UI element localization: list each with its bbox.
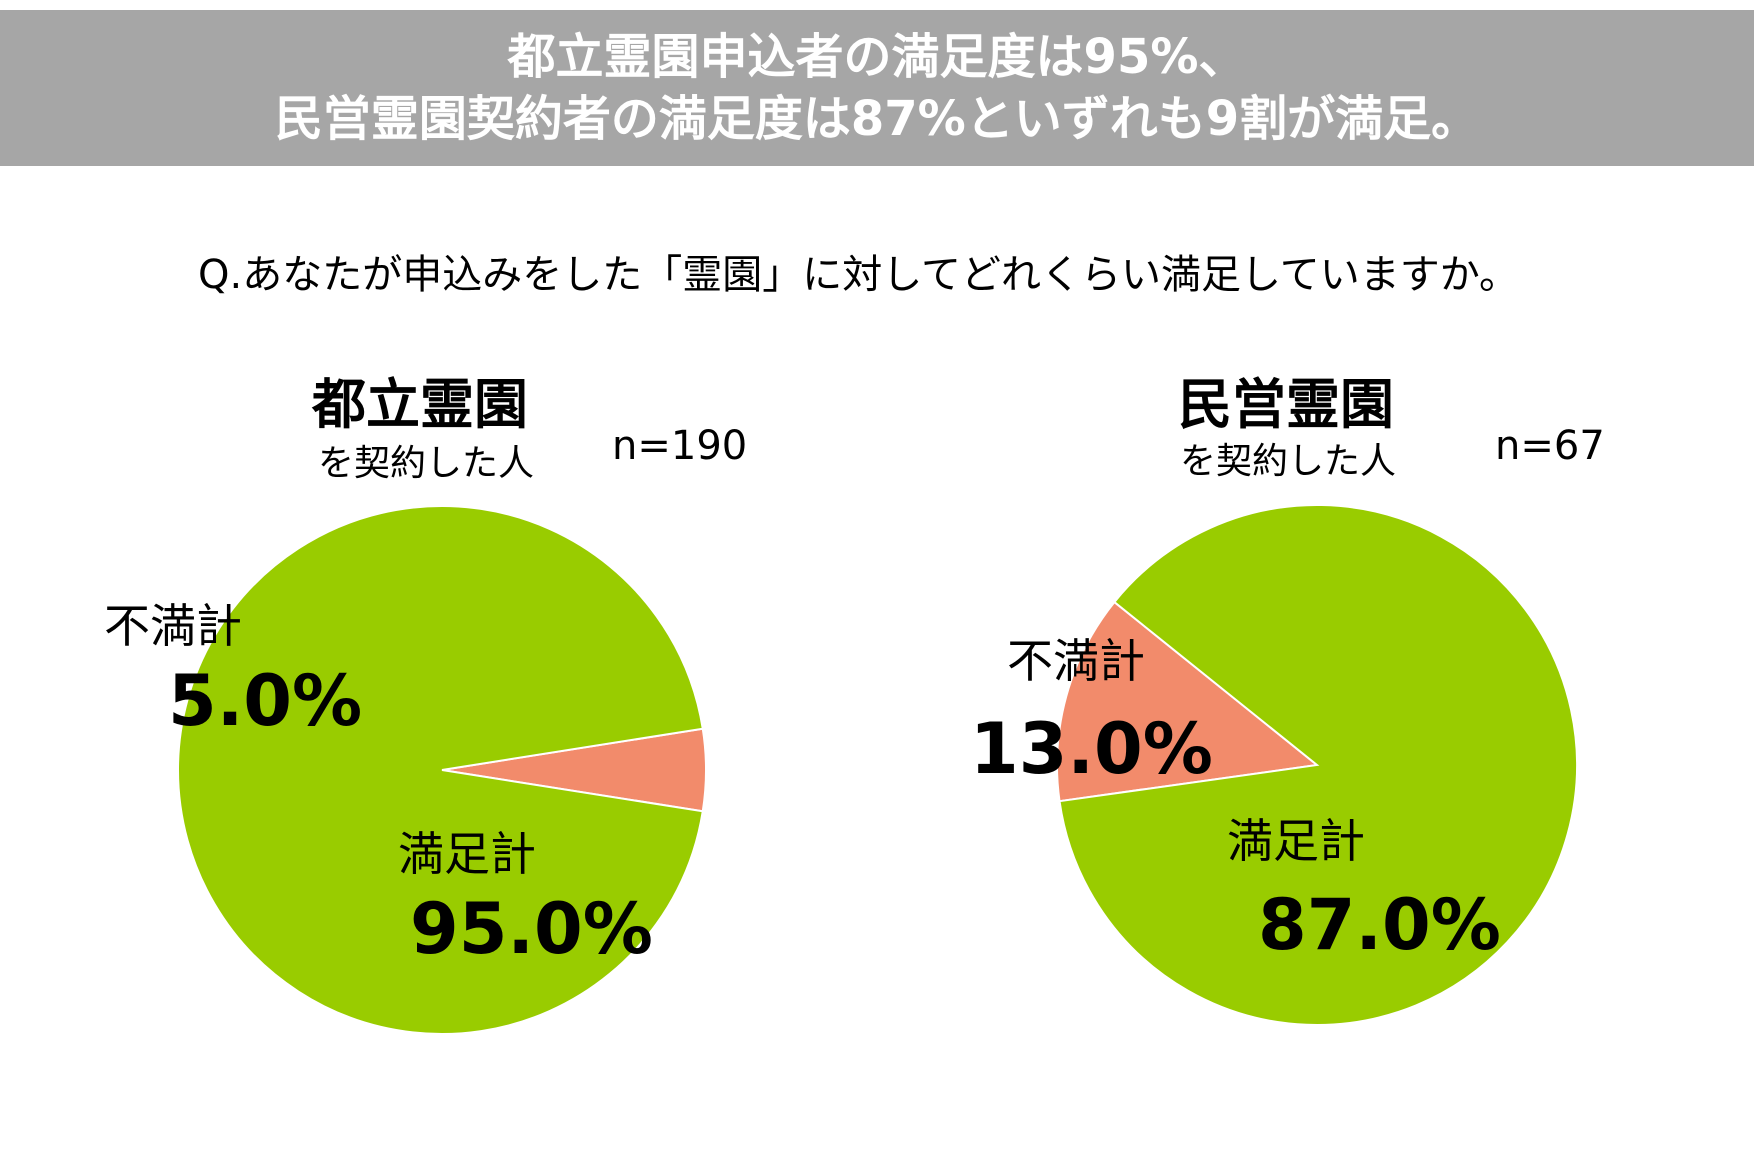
slice-label-dissatisfied: 不満計 [104,599,242,653]
pie-toritsu [177,505,707,1035]
sample-size: n=67 [1495,423,1605,469]
chart-subtitle: を契約した人 [1180,441,1397,482]
pie-slice-satisfied [177,505,704,1035]
slice-value-dissatisfied: 13.0% [970,708,1213,790]
slice-value-dissatisfied: 5.0% [168,660,363,742]
chart-title: 都立霊園 [312,373,528,436]
chart-minei: 民営霊園 を契約した人 n=67 不満計 13.0% 満足計 87.0% [877,0,1754,1174]
header-line-2: 民営霊園契約者の満足度は87%といずれも9割が満足。 [274,91,1480,147]
chart-toritsu: 都立霊園 を契約した人 n=190 不満計 5.0% 満足計 95.0% [104,373,748,1035]
sample-size: n=190 [612,423,748,469]
pie-slice-dissatisfied [1056,600,1320,803]
header-banner: 都立霊園申込者の満足度は95%、 民営霊園契約者の満足度は87%といずれも9割が… [0,10,1754,166]
slice-label-satisfied: 満足計 [1227,814,1365,868]
slice-value-satisfied: 87.0% [1258,884,1501,966]
chart-title: 民営霊園 [1178,373,1394,436]
pie-minei [1056,504,1578,1026]
header-line-1: 都立霊園申込者の満足度は95%、 [507,29,1247,85]
slice-label-dissatisfied: 不満計 [1007,634,1145,688]
pie-slice-satisfied [1058,504,1578,1026]
slice-label-satisfied: 満足計 [398,827,536,881]
slice-value-satisfied: 95.0% [410,888,653,970]
chart-subtitle: を契約した人 [318,443,535,484]
survey-question: Q.あなたが申込みをした「霊園」に対してどれくらい満足していますか。 [198,252,1519,298]
